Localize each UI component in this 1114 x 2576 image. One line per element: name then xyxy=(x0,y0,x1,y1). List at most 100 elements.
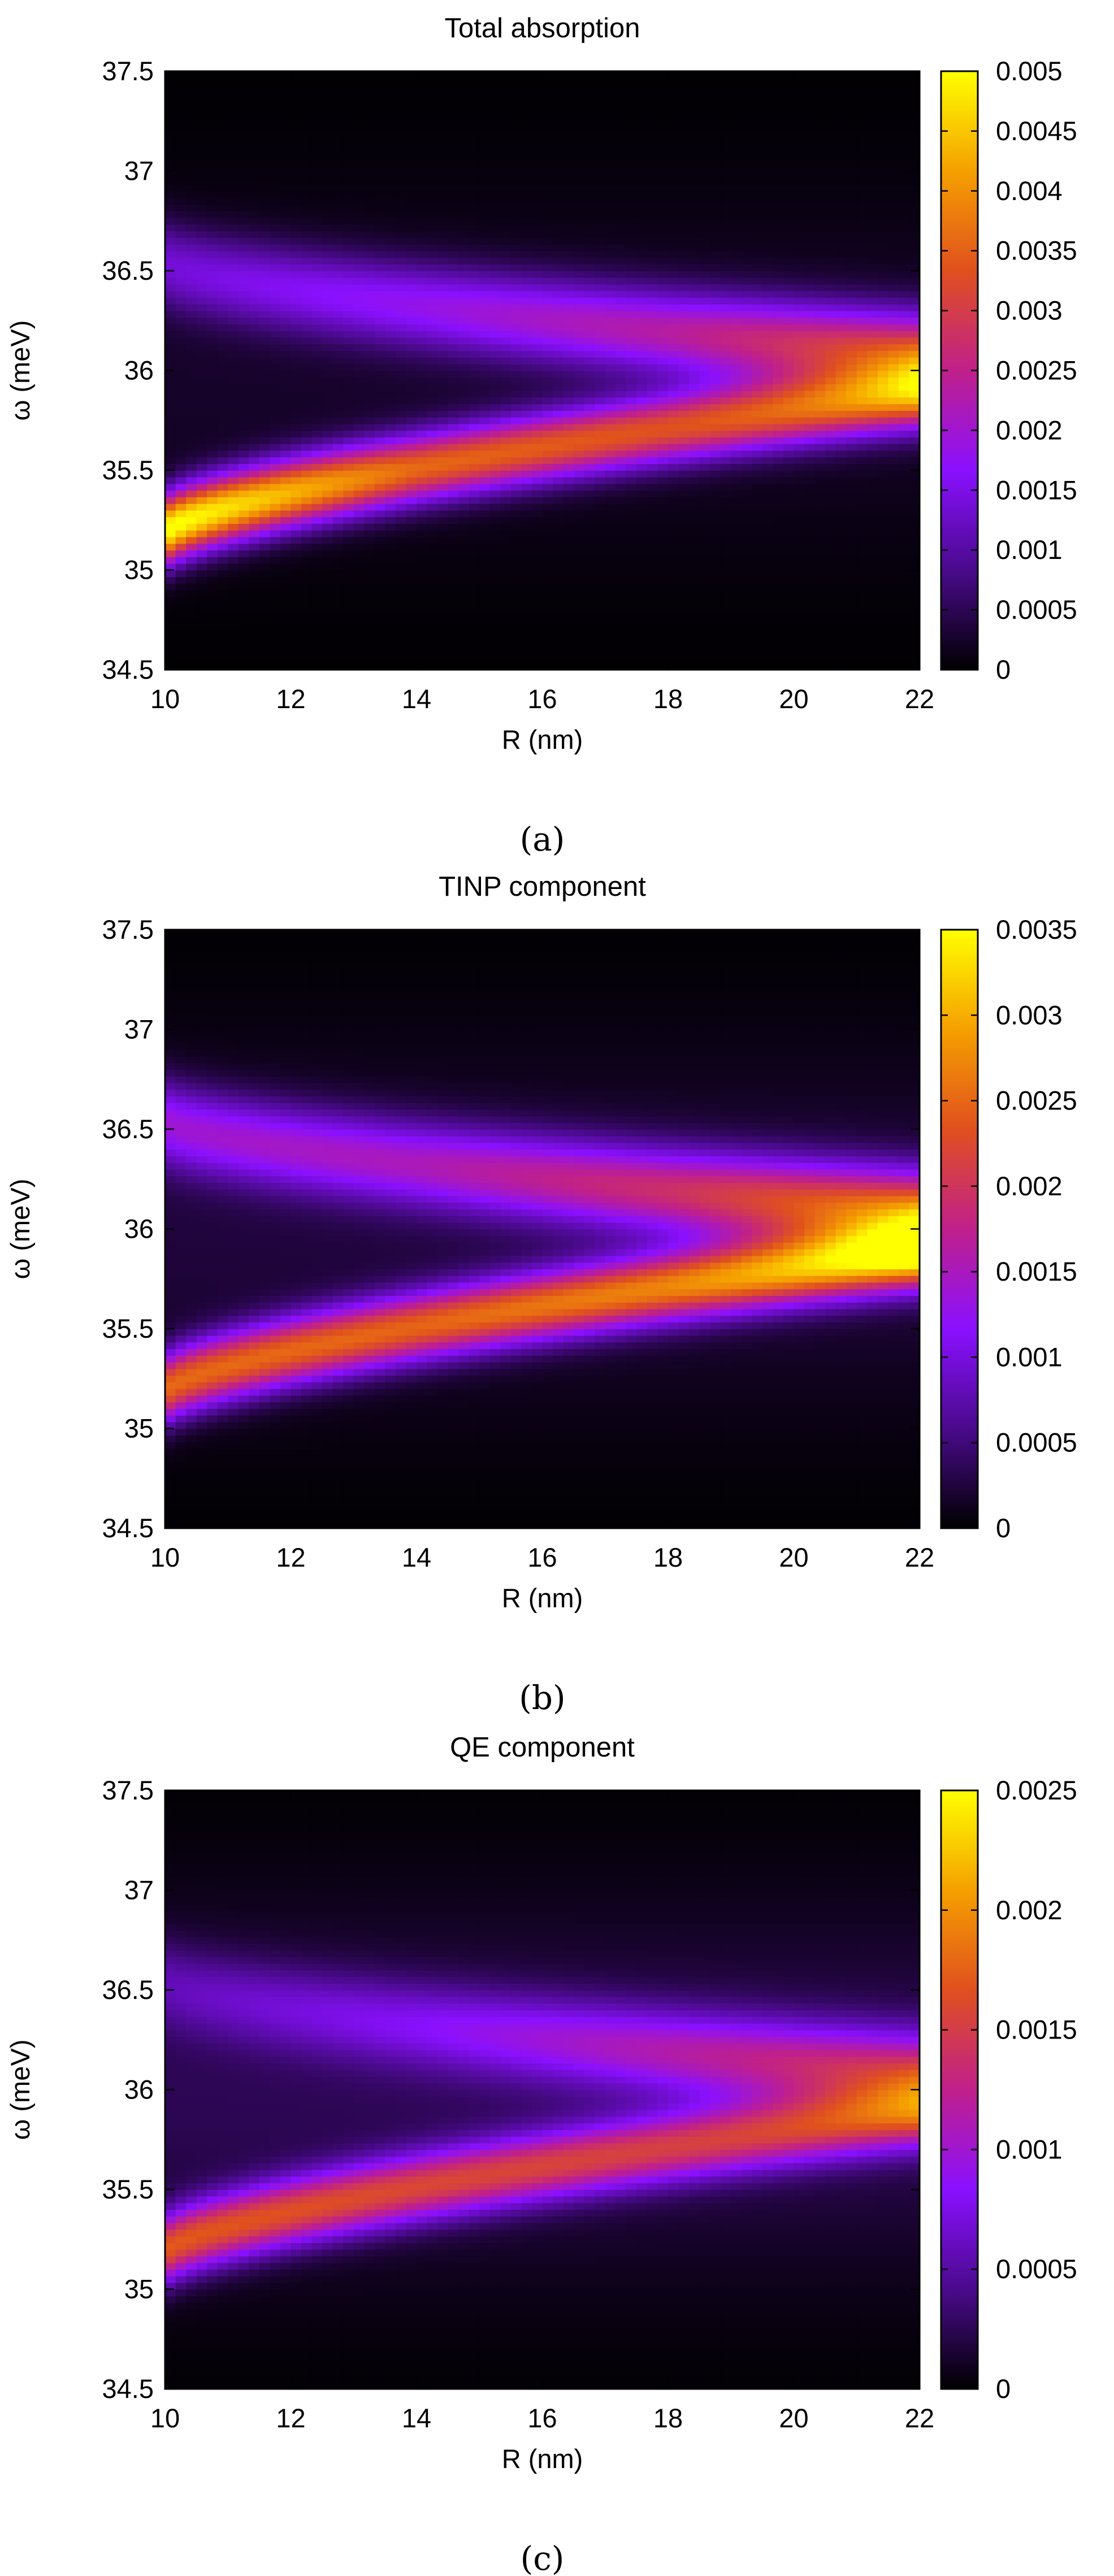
heatmap-cell xyxy=(595,490,606,497)
heatmap-cell xyxy=(259,231,271,238)
heatmap-cell xyxy=(374,616,386,624)
heatmap-cell xyxy=(228,310,239,318)
heatmap-cell xyxy=(196,363,207,371)
heatmap-cell xyxy=(647,337,658,345)
heatmap-cell xyxy=(605,111,617,119)
heatmap-cell xyxy=(427,423,438,431)
heatmap-cell xyxy=(731,530,742,537)
heatmap-cell xyxy=(228,384,239,391)
heatmap-cell xyxy=(353,151,365,158)
heatmap-cell xyxy=(385,177,396,185)
heatmap-cell xyxy=(280,563,292,571)
heatmap-cell xyxy=(626,257,638,265)
heatmap-cell xyxy=(731,397,742,405)
heatmap-cell xyxy=(270,443,281,451)
heatmap-cell xyxy=(500,231,512,238)
heatmap-cell xyxy=(574,98,585,105)
heatmap-cell xyxy=(217,636,229,644)
heatmap-cell xyxy=(668,98,679,105)
heatmap-cell xyxy=(469,324,480,331)
heatmap-cell xyxy=(678,603,690,610)
heatmap-cell xyxy=(720,463,732,471)
heatmap-cell xyxy=(249,330,260,338)
heatmap-cell xyxy=(332,556,344,564)
heatmap-cell xyxy=(280,104,292,112)
heatmap-cell xyxy=(374,623,386,631)
heatmap-cell xyxy=(343,297,354,305)
heatmap-cell xyxy=(343,350,354,358)
heatmap-cell xyxy=(469,417,480,424)
heatmap-cell xyxy=(374,630,386,637)
heatmap-cell xyxy=(238,350,250,358)
heatmap-cell xyxy=(731,370,742,378)
heatmap-cell xyxy=(489,404,501,411)
heatmap-cell xyxy=(186,284,197,292)
heatmap-cell xyxy=(678,483,690,491)
heatmap-cell xyxy=(259,583,271,591)
heatmap-cell xyxy=(542,197,553,205)
heatmap-cell xyxy=(238,264,250,271)
heatmap-cell xyxy=(280,211,292,218)
heatmap-cell xyxy=(291,363,302,371)
heatmap-cell xyxy=(469,656,480,664)
heatmap-cell xyxy=(699,144,710,151)
heatmap-cell xyxy=(731,550,742,557)
heatmap-cell xyxy=(249,663,260,670)
heatmap-cell xyxy=(563,410,574,418)
heatmap-cell xyxy=(353,476,365,484)
heatmap-cell xyxy=(510,589,522,597)
heatmap-cell xyxy=(574,144,585,151)
heatmap-cell xyxy=(584,204,596,211)
heatmap-cell xyxy=(626,576,638,584)
heatmap-cell xyxy=(720,118,732,125)
heatmap-cell xyxy=(489,589,501,597)
heatmap-cell xyxy=(574,610,585,617)
heatmap-cell xyxy=(647,643,658,650)
heatmap-cell xyxy=(311,284,323,292)
heatmap-cell xyxy=(417,536,428,544)
heatmap-cell xyxy=(500,190,512,198)
heatmap-cell xyxy=(479,616,491,624)
heatmap-cell xyxy=(311,157,323,165)
heatmap-cell xyxy=(322,610,333,617)
heatmap-cell xyxy=(595,363,606,371)
heatmap-cell xyxy=(343,264,354,271)
heatmap-cell xyxy=(605,523,617,531)
heatmap-cell xyxy=(678,264,690,271)
heatmap-cell xyxy=(238,430,250,437)
heatmap-cell xyxy=(364,118,375,125)
heatmap-cell xyxy=(710,384,721,391)
heatmap-cell xyxy=(500,237,512,245)
heatmap-cell xyxy=(417,157,428,165)
heatmap-cell xyxy=(615,576,627,584)
heatmap-cell xyxy=(417,303,428,311)
heatmap-cell xyxy=(207,377,218,384)
heatmap-cell xyxy=(542,84,553,92)
heatmap-cell xyxy=(720,423,732,431)
heatmap-cell xyxy=(489,470,501,478)
heatmap-cell xyxy=(595,151,606,158)
heatmap-cell xyxy=(175,476,187,484)
heatmap-cell xyxy=(458,404,470,411)
heatmap-cell xyxy=(469,131,480,138)
heatmap-cell xyxy=(678,211,690,218)
heatmap-cell xyxy=(196,124,207,132)
heatmap-cell xyxy=(668,357,679,365)
heatmap-cell xyxy=(469,204,480,211)
heatmap-cell xyxy=(417,497,428,504)
heatmap-cell xyxy=(364,450,375,458)
heatmap-cell xyxy=(595,470,606,478)
heatmap-cell xyxy=(448,450,459,458)
heatmap-cell xyxy=(165,603,176,610)
heatmap-cell xyxy=(510,457,522,465)
heatmap-cell xyxy=(689,576,700,584)
heatmap-cell xyxy=(280,231,292,238)
heatmap-cell xyxy=(353,377,365,384)
heatmap-cell xyxy=(595,570,606,578)
heatmap-cell xyxy=(207,363,218,371)
heatmap-cell xyxy=(364,610,375,617)
heatmap-cell xyxy=(615,144,627,151)
heatmap-cell xyxy=(395,430,407,437)
heatmap-cell xyxy=(689,144,700,151)
heatmap-cell xyxy=(395,643,407,650)
